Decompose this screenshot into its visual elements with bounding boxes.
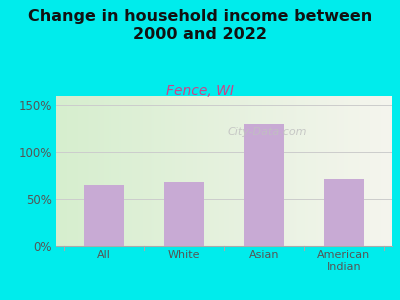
Bar	[244, 124, 284, 246]
Bar	[84, 185, 124, 246]
Bar	[324, 178, 364, 246]
Bar	[164, 182, 204, 246]
Text: Fence, WI: Fence, WI	[166, 84, 234, 98]
Text: Change in household income between
2000 and 2022: Change in household income between 2000 …	[28, 9, 372, 42]
Text: City-Data.com: City-Data.com	[228, 127, 308, 137]
